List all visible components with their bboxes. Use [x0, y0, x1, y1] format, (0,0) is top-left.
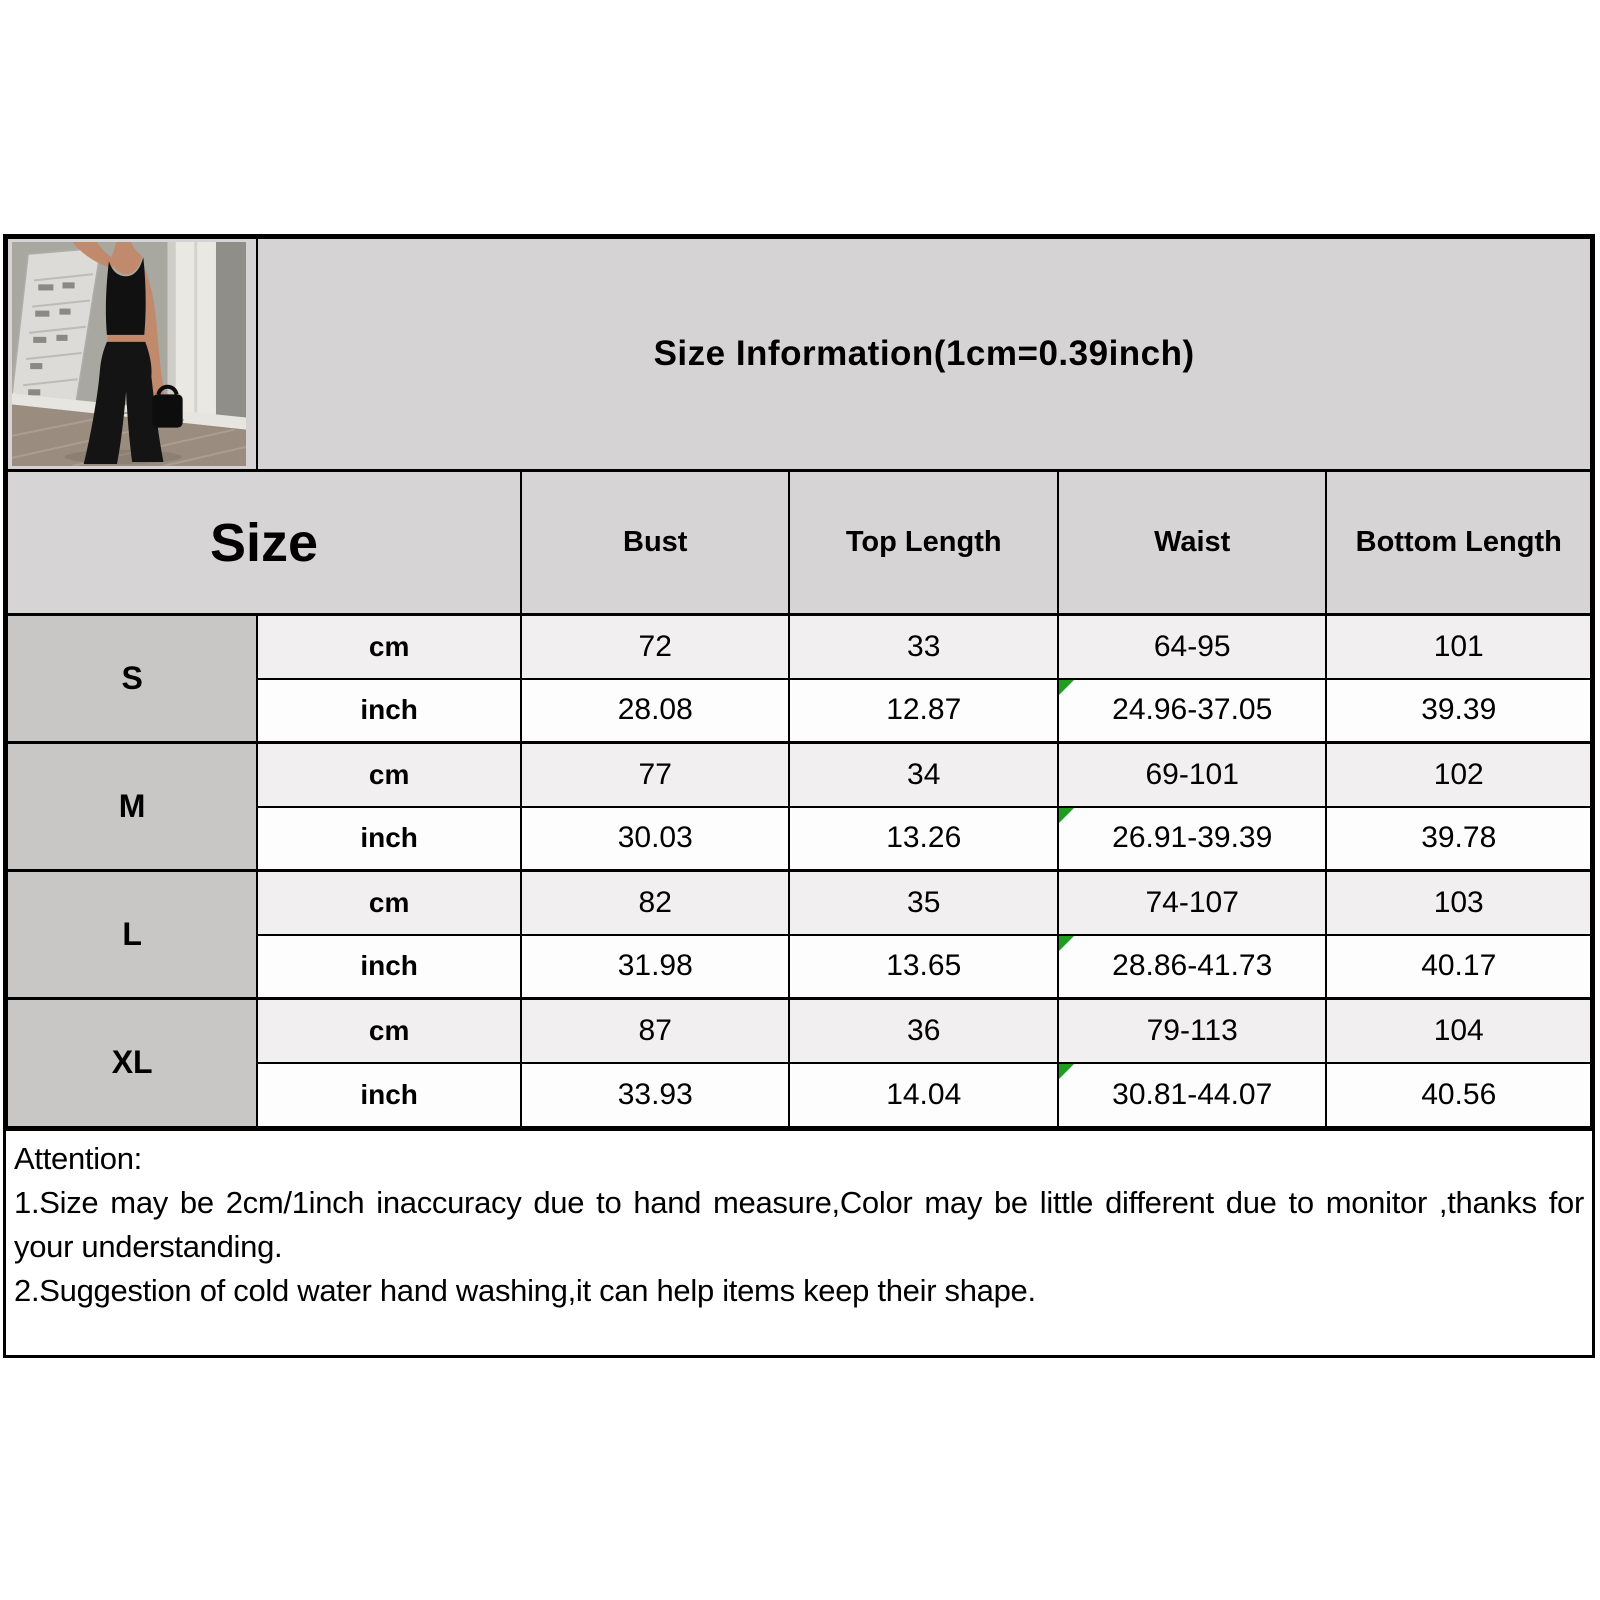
size-cell-xl: XL	[5, 997, 259, 1128]
bottom-length-value: 104	[1325, 997, 1592, 1064]
page-title: Size Information(1cm=0.39inch)	[256, 237, 1592, 472]
column-header-top-length: Top Length	[788, 469, 1059, 616]
waist-value: 79-113	[1056, 997, 1328, 1064]
table-row: inch 33.93 14.04 30.81-44.07 40.56	[7, 1061, 1592, 1128]
bottom-length-value: 101	[1325, 613, 1592, 680]
bust-value: 87	[519, 997, 791, 1064]
top-length-value: 33	[788, 613, 1059, 680]
unit-cell: inch	[256, 805, 522, 872]
photo-model-figure	[64, 242, 183, 464]
unit-cell: cm	[256, 869, 522, 936]
waist-value: 69-101	[1056, 741, 1328, 808]
column-header-waist: Waist	[1056, 469, 1328, 616]
table-row: M cm 77 34 69-101 102	[5, 741, 1592, 872]
unit-cell: cm	[256, 997, 522, 1064]
size-cell-m: M	[5, 741, 259, 872]
bust-value: 28.08	[519, 677, 791, 744]
waist-value-text: 28.86-41.73	[1112, 949, 1273, 983]
table-row: Size Information(1cm=0.39inch)	[5, 237, 1592, 472]
size-chart-sheet: Size Information(1cm=0.39inch) Size Bust…	[3, 234, 1595, 1358]
attention-note: 2.Suggestion of cold water hand washing,…	[14, 1272, 1036, 1308]
waist-value: 28.86-41.73	[1056, 933, 1328, 1000]
unit-cell: inch	[256, 677, 522, 744]
top-length-value: 35	[788, 869, 1059, 936]
product-photo-illustration	[12, 242, 247, 466]
bust-value: 31.98	[519, 933, 791, 1000]
table-row: XL cm 87 36 79-113 104	[5, 997, 1592, 1128]
waist-value-text: 26.91-39.39	[1112, 821, 1273, 855]
green-corner-flag-icon	[1059, 936, 1074, 951]
bust-value: 30.03	[519, 805, 791, 872]
size-table: Size Information(1cm=0.39inch) Size Bust…	[5, 237, 1592, 1128]
attention-section: Attention: 1.Size may be 2cm/1inch inacc…	[6, 1127, 1592, 1356]
table-row: inch 31.98 13.65 28.86-41.73 40.17	[7, 933, 1592, 1000]
waist-value-text: 30.81-44.07	[1112, 1077, 1273, 1111]
green-corner-flag-icon	[1059, 680, 1074, 695]
bottom-length-value: 40.17	[1325, 933, 1592, 1000]
bust-value: 77	[519, 741, 791, 808]
waist-value: 24.96-37.05	[1056, 677, 1328, 744]
waist-value: 26.91-39.39	[1056, 805, 1328, 872]
bottom-length-value: 103	[1325, 869, 1592, 936]
unit-cell: cm	[256, 613, 522, 680]
column-header-bust: Bust	[519, 469, 791, 616]
size-cell-s: S	[5, 613, 259, 744]
unit-cell: inch	[256, 1061, 522, 1128]
table-header-row: Size Bust Top Length Waist Bottom Length	[6, 469, 1592, 616]
product-photo	[12, 242, 247, 466]
photo-crop-top	[105, 257, 146, 335]
table-row: inch 28.08 12.87 24.96-37.05 39.39	[7, 677, 1592, 744]
top-length-value: 14.04	[788, 1061, 1059, 1128]
photo-mailbox-cabinet	[12, 247, 102, 413]
waist-value: 64-95	[1056, 613, 1328, 680]
attention-note: 1.Size may be 2cm/1inch inaccuracy due t…	[14, 1184, 1584, 1264]
waist-value-text: 24.96-37.05	[1112, 693, 1273, 727]
top-length-value: 12.87	[788, 677, 1059, 744]
top-length-value: 13.26	[788, 805, 1059, 872]
bottom-length-value: 102	[1325, 741, 1592, 808]
bust-value: 72	[519, 613, 791, 680]
top-length-value: 13.65	[788, 933, 1059, 1000]
product-photo-cell	[5, 237, 259, 472]
photo-handbag	[152, 394, 183, 428]
green-corner-flag-icon	[1059, 1064, 1074, 1079]
bottom-length-value: 39.78	[1325, 805, 1592, 872]
size-header: Size	[6, 469, 522, 616]
bust-value: 33.93	[519, 1061, 791, 1128]
bust-value: 82	[519, 869, 791, 936]
attention-heading: Attention:	[14, 1140, 142, 1176]
table-row: inch 30.03 13.26 26.91-39.39 39.78	[7, 805, 1592, 872]
photo-floor	[12, 404, 247, 466]
size-cell-l: L	[5, 869, 259, 1000]
photo-pants	[83, 341, 164, 464]
bottom-length-value: 40.56	[1325, 1061, 1592, 1128]
top-length-value: 36	[788, 997, 1059, 1064]
top-length-value: 34	[788, 741, 1059, 808]
table-row: S cm 72 33 64-95 101	[5, 613, 1592, 744]
unit-cell: cm	[256, 741, 522, 808]
column-header-bottom-length: Bottom Length	[1325, 469, 1592, 616]
unit-cell: inch	[256, 933, 522, 1000]
green-corner-flag-icon	[1059, 808, 1074, 823]
waist-value: 30.81-44.07	[1056, 1061, 1328, 1128]
photo-door	[213, 242, 247, 422]
table-row: L cm 82 35 74-107 103	[5, 869, 1592, 1000]
waist-value: 74-107	[1056, 869, 1328, 936]
bottom-length-value: 39.39	[1325, 677, 1592, 744]
